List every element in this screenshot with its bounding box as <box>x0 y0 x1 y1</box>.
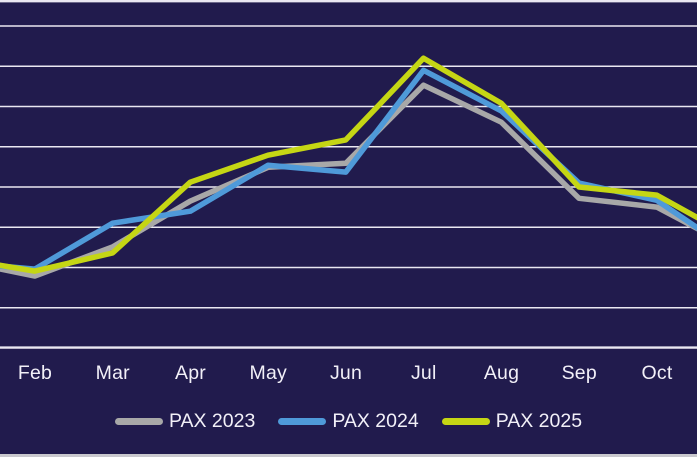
legend-line-swatch <box>441 418 490 425</box>
legend-item-pax-2025: PAX 2025 <box>441 410 583 433</box>
legend-label: PAX 2025 <box>495 410 583 432</box>
series-line-pax-2025 <box>0 55 697 274</box>
series-line-pax-2023 <box>0 82 697 279</box>
legend-line-swatch <box>114 418 163 425</box>
legend-line-swatch <box>278 418 327 425</box>
legend-item-pax-2023: PAX 2023 <box>114 410 256 433</box>
legend-label: PAX 2024 <box>332 410 419 432</box>
legend-item-pax-2024: PAX 2024 <box>278 410 419 433</box>
bottom-border <box>0 454 697 457</box>
legend-label: PAX 2023 <box>168 410 256 432</box>
series-line-pax-2024 <box>0 67 697 272</box>
legend: PAX 2023 PAX 2024 PAX 2025 <box>0 410 697 433</box>
